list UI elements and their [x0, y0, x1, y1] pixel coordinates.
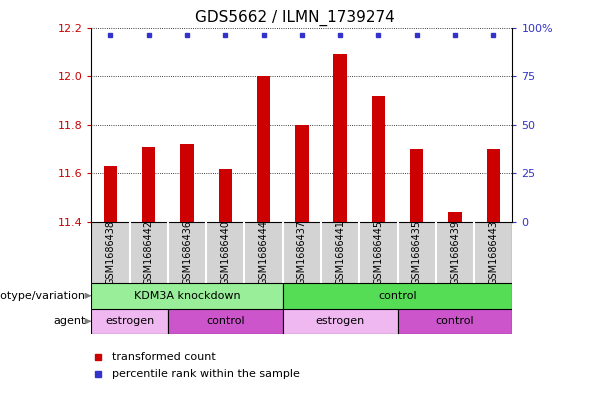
- Bar: [219, 169, 232, 222]
- Bar: [257, 76, 270, 222]
- Bar: [487, 149, 500, 222]
- Bar: [91, 283, 283, 309]
- Bar: [91, 309, 168, 334]
- Bar: [168, 309, 283, 334]
- Text: estrogen: estrogen: [105, 316, 154, 326]
- Text: control: control: [206, 316, 244, 326]
- Text: GSM1686438: GSM1686438: [105, 220, 115, 285]
- Bar: [283, 309, 398, 334]
- Text: GSM1686437: GSM1686437: [297, 220, 307, 285]
- Text: GDS5662 / ILMN_1739274: GDS5662 / ILMN_1739274: [194, 10, 395, 26]
- Bar: [372, 95, 385, 222]
- Text: GSM1686442: GSM1686442: [144, 220, 154, 285]
- Bar: [398, 309, 512, 334]
- Bar: [104, 166, 117, 222]
- Bar: [333, 54, 347, 222]
- Text: control: control: [436, 316, 474, 326]
- Text: GSM1686441: GSM1686441: [335, 220, 345, 285]
- Text: estrogen: estrogen: [316, 316, 365, 326]
- Text: control: control: [378, 291, 417, 301]
- Text: GSM1686444: GSM1686444: [259, 220, 269, 285]
- Text: transformed count: transformed count: [112, 352, 216, 362]
- Text: GSM1686445: GSM1686445: [373, 220, 383, 285]
- Text: agent: agent: [53, 316, 85, 326]
- Text: KDM3A knockdown: KDM3A knockdown: [134, 291, 240, 301]
- Bar: [295, 125, 309, 222]
- Bar: [283, 283, 512, 309]
- Bar: [410, 149, 423, 222]
- Text: GSM1686443: GSM1686443: [488, 220, 498, 285]
- Bar: [180, 144, 194, 222]
- Text: GSM1686436: GSM1686436: [182, 220, 192, 285]
- Bar: [142, 147, 155, 222]
- Bar: [448, 212, 462, 222]
- Text: percentile rank within the sample: percentile rank within the sample: [112, 369, 300, 379]
- Text: genotype/variation: genotype/variation: [0, 291, 85, 301]
- Text: GSM1686440: GSM1686440: [220, 220, 230, 285]
- Text: GSM1686435: GSM1686435: [412, 220, 422, 285]
- Text: GSM1686439: GSM1686439: [450, 220, 460, 285]
